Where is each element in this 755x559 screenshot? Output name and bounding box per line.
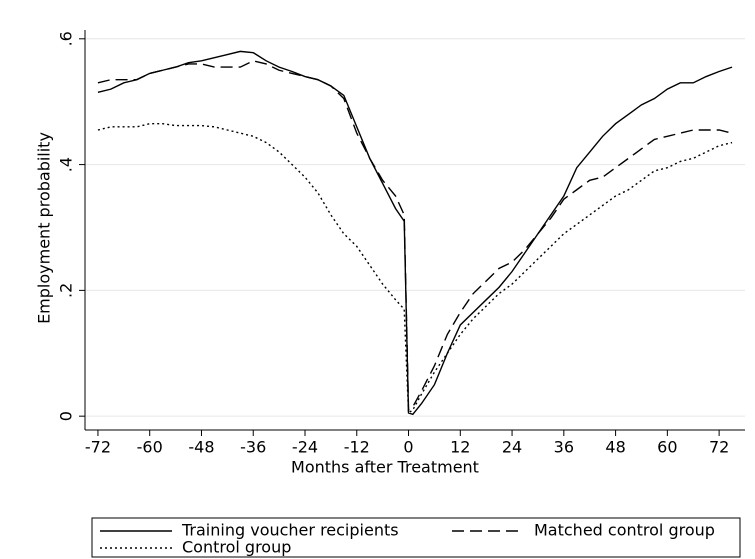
series-line — [97, 50, 733, 416]
x-tick-label: 0 — [403, 438, 413, 457]
x-tick-label: -60 — [137, 438, 163, 457]
x-tick-label: 60 — [657, 438, 677, 457]
legend-label: Matched control group — [534, 521, 715, 540]
x-tick-label: -24 — [292, 438, 318, 457]
legend-label: Training voucher recipients — [181, 521, 399, 540]
x-tick-label: -72 — [85, 438, 111, 457]
legend-box — [91, 517, 741, 558]
y-tick-label: 0 — [57, 411, 76, 421]
x-tick-label: 72 — [709, 438, 729, 457]
x-tick-label: 24 — [502, 438, 522, 457]
x-tick-label: 12 — [450, 438, 470, 457]
series-line — [97, 60, 733, 412]
x-tick-label: -48 — [188, 438, 214, 457]
x-tick-label: -12 — [344, 438, 370, 457]
y-tick-label: .6 — [57, 31, 76, 46]
y-tick-label: .2 — [57, 283, 76, 298]
x-tick-label: 36 — [554, 438, 574, 457]
x-tick-label: -36 — [240, 438, 266, 457]
y-axis-label: Employment probability — [35, 132, 54, 324]
x-tick-label: 48 — [605, 438, 625, 457]
y-tick-label: .4 — [57, 157, 76, 172]
series-line — [97, 123, 733, 415]
legend-label: Control group — [182, 538, 291, 557]
x-axis-label: Months after Treatment — [291, 458, 479, 477]
